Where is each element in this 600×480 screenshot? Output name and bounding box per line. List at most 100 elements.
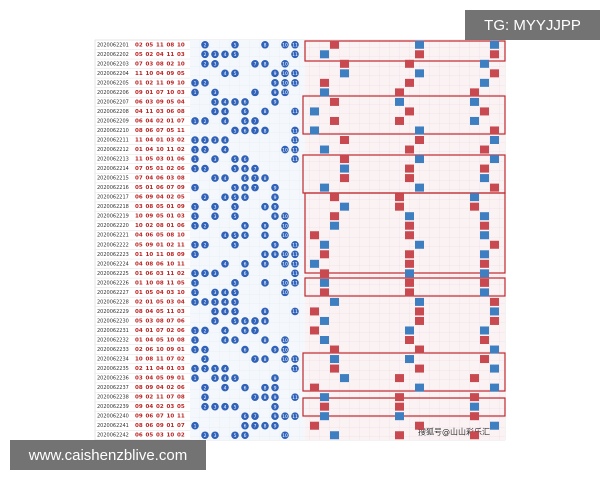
ball-label: 4 (224, 309, 227, 315)
ball-label: 2 (204, 138, 207, 144)
pattern-cell (415, 364, 424, 373)
ball-label: 11 (292, 109, 298, 115)
number-ball (221, 136, 229, 144)
ball-label: 4 (224, 100, 227, 106)
drawn-number: 11 (156, 395, 164, 401)
drawn-number: 06 (135, 118, 143, 124)
pattern-cell (395, 202, 404, 211)
number-ball (231, 98, 239, 106)
pattern-cell (405, 212, 414, 221)
issue-number: 2020062241 (97, 423, 129, 429)
number-ball (221, 364, 229, 373)
pattern-cell (480, 355, 489, 364)
ball-label: 6 (244, 385, 247, 391)
drawn-number: 08 (135, 128, 143, 134)
number-ball (211, 269, 219, 278)
drawn-number: 07 (156, 328, 164, 334)
number-ball (281, 412, 289, 420)
ball-label: 4 (224, 338, 227, 344)
drawn-number: 09 (167, 376, 175, 382)
drawn-number: 06 (146, 128, 154, 134)
number-ball (231, 374, 239, 382)
ball-label: 4 (224, 385, 227, 391)
ball-label: 6 (244, 128, 247, 134)
number-ball (191, 336, 199, 344)
number-ball (291, 269, 299, 278)
drawn-number: 09 (177, 252, 185, 258)
drawn-number: 09 (146, 195, 154, 201)
drawn-number: 02 (177, 357, 185, 363)
ball-label: 3 (214, 290, 217, 296)
pattern-cell (480, 250, 489, 259)
ball-label: 5 (234, 243, 237, 249)
drawn-number: 08 (167, 252, 175, 258)
pattern-cell (405, 250, 414, 259)
number-ball (231, 317, 239, 325)
drawn-number: 07 (135, 176, 143, 182)
number-ball (191, 250, 199, 259)
ball-label: 9 (274, 376, 277, 382)
number-ball (271, 383, 279, 392)
ball-label: 9 (274, 424, 277, 430)
drawn-number: 05 (177, 280, 185, 286)
issue-number: 2020062242 (97, 433, 129, 439)
number-ball (241, 155, 249, 163)
pattern-cell (415, 40, 424, 49)
pattern-cell (320, 250, 329, 259)
ball-label: 9 (274, 385, 277, 391)
pattern-cell (470, 97, 479, 106)
pattern-cell (340, 59, 349, 68)
ball-label: 6 (244, 176, 247, 182)
ball-label: 2 (204, 62, 207, 68)
drawn-number: 06 (156, 261, 164, 267)
pattern-area (305, 40, 505, 440)
pattern-cell (310, 421, 319, 430)
number-ball (261, 221, 269, 230)
drawn-number: 04 (146, 309, 154, 315)
ball-label: 6 (244, 414, 247, 420)
drawn-number: 11 (135, 71, 143, 77)
ball-label: 6 (244, 157, 247, 163)
ball-label: 5 (234, 185, 237, 191)
issue-number: 2020062201 (97, 42, 129, 48)
ball-label: 1 (194, 328, 197, 334)
drawn-number: 04 (135, 109, 143, 115)
drawn-number: 04 (156, 52, 164, 58)
ball-label: 10 (282, 214, 288, 220)
drawn-number: 01 (156, 166, 164, 172)
ball-label: 6 (244, 262, 247, 268)
number-ball (191, 288, 199, 297)
number-ball (211, 107, 219, 116)
ball-label: 6 (244, 424, 247, 430)
ball-label: 5 (234, 204, 237, 210)
ball-label: 5 (234, 43, 237, 49)
ball-label: 1 (194, 147, 197, 153)
drawn-number: 06 (135, 195, 143, 201)
number-ball (281, 221, 289, 230)
ball-label: 4 (224, 52, 227, 58)
number-ball (211, 60, 219, 68)
number-ball (281, 145, 289, 154)
drawn-number: 06 (177, 166, 185, 172)
number-ball (191, 345, 199, 354)
drawn-number: 08 (177, 109, 185, 115)
ball-label: 3 (214, 52, 217, 58)
issue-number: 2020062210 (97, 128, 129, 134)
drawn-number: 09 (146, 242, 154, 248)
ball-label: 2 (204, 347, 207, 353)
pattern-cell (395, 116, 404, 125)
number-ball (221, 298, 229, 306)
pattern-cell (340, 202, 349, 211)
number-ball (261, 40, 269, 49)
pattern-cell (330, 116, 339, 125)
ball-label: 8 (264, 252, 267, 258)
number-ball (241, 231, 249, 240)
number-ball (221, 107, 229, 116)
drawn-number: 07 (156, 128, 164, 134)
number-ball (241, 431, 249, 440)
drawn-number: 11 (156, 80, 164, 86)
drawn-number: 11 (146, 366, 154, 372)
ball-label: 1 (194, 224, 197, 230)
pattern-cell (490, 240, 499, 249)
pattern-cell (405, 59, 414, 68)
